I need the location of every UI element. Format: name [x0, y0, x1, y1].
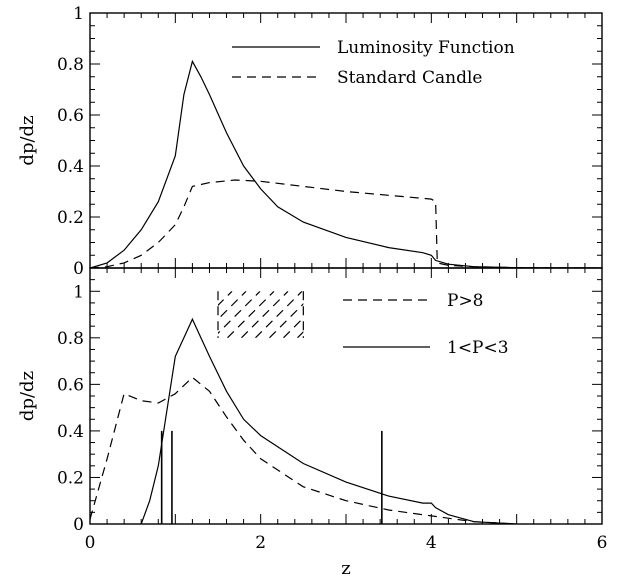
hatch-line — [241, 291, 289, 338]
hatch-line — [269, 303, 304, 338]
hatch-line — [218, 291, 219, 293]
hatch-line — [283, 317, 304, 338]
y-tick-label: 0.8 — [57, 329, 84, 349]
x-tick-label: 2 — [255, 533, 266, 553]
y-tick-label: 0.8 — [57, 55, 84, 75]
y-tick-label: 0.6 — [57, 106, 84, 126]
legend-entry: Standard Candle — [337, 68, 482, 88]
y-axis-label: dp/dz — [17, 115, 38, 165]
y-tick-label: 0.2 — [57, 208, 84, 228]
hatch-line — [297, 331, 304, 338]
series-line-luminosity-function — [90, 59, 602, 268]
series-line-p-8 — [90, 376, 517, 524]
hatch-line — [218, 291, 261, 335]
hatch-line — [255, 291, 303, 338]
legend-entry: 1<P<3 — [447, 338, 509, 358]
y-tick-label: 0.4 — [57, 157, 84, 177]
y-axis-label: dp/dz — [17, 371, 38, 421]
top-panel: 0 0.2 0.4 0.6 0.8 1 dp/dz Luminosity Function St… — [17, 4, 603, 279]
y-tick-label: 0 — [73, 515, 84, 535]
series-line-1-p-3 — [140, 317, 517, 524]
legend-entry: Luminosity Function — [337, 38, 515, 58]
y-tick-label: 1 — [73, 4, 84, 24]
hatch-line — [311, 291, 358, 338]
plot-frame — [89, 267, 603, 525]
y-tick-label: 0.6 — [57, 375, 84, 395]
hatch-line — [227, 291, 275, 338]
hatched-region — [217, 291, 386, 338]
y-tick-label: 0 — [73, 259, 84, 279]
series-line-standard-candle — [90, 179, 602, 268]
bottom-panel: 0 0.2 0.4 0.6 0.8 1 0 2 4 6 dp/dz z P>8 1<P<3 — [17, 267, 608, 577]
x-tick-label: 0 — [85, 533, 96, 553]
hatch-line — [218, 291, 247, 321]
x-tick-label: 4 — [426, 533, 437, 553]
x-tick-label: 6 — [597, 533, 608, 553]
x-axis-label: z — [341, 558, 350, 577]
hatch-line — [339, 291, 386, 338]
legend-entry: P>8 — [447, 291, 484, 311]
y-tick-label: 1 — [73, 282, 84, 302]
hatch-line — [325, 291, 372, 338]
y-tick-label: 0.2 — [57, 468, 84, 488]
y-tick-label: 0.4 — [57, 422, 84, 442]
hatch-line — [218, 291, 233, 307]
